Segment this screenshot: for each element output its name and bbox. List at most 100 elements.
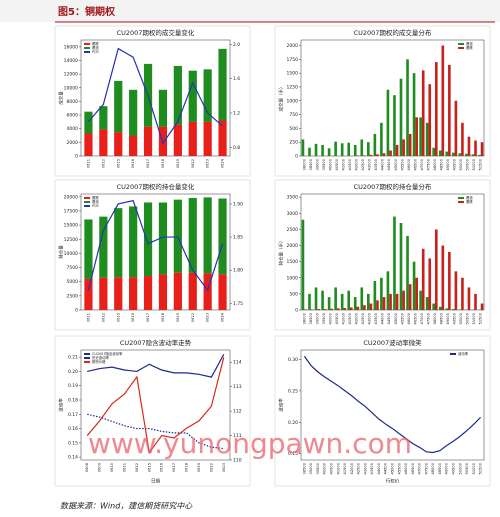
bar bbox=[465, 153, 468, 156]
bar bbox=[408, 133, 412, 156]
bar bbox=[334, 141, 337, 156]
bar bbox=[327, 297, 331, 310]
chart-title: CU2007隐含波动率走势 bbox=[120, 338, 192, 347]
y-tick-label: 0.21 bbox=[68, 355, 78, 361]
y-tick-label: 0.17 bbox=[68, 412, 78, 418]
legend-swatch bbox=[458, 197, 464, 199]
bar bbox=[380, 122, 383, 156]
bar bbox=[432, 147, 435, 156]
y-tick-label: 2500 bbox=[67, 293, 79, 299]
bar bbox=[428, 258, 432, 310]
y-tick-label: 500 bbox=[289, 126, 298, 132]
x-tick-label: 41500 bbox=[348, 312, 352, 324]
y-tick-label: 0.20 bbox=[68, 369, 78, 375]
source-note: 数据来源：Wind，建信期货研究中心 bbox=[60, 502, 193, 511]
x-tick-label: 51000 bbox=[472, 312, 476, 324]
y2-tick-label: 1.75 bbox=[233, 301, 243, 307]
x-tick-label: 48500 bbox=[440, 312, 444, 324]
x-tick-label: 0612 bbox=[101, 313, 105, 322]
bar bbox=[143, 126, 153, 156]
bar bbox=[438, 150, 442, 156]
series-line bbox=[87, 199, 224, 292]
x-tick-label: 47500 bbox=[426, 312, 430, 324]
bar bbox=[412, 261, 416, 310]
legend-swatch bbox=[84, 43, 90, 45]
y-tick-label: 0 bbox=[75, 154, 78, 160]
x-tick-label: 0615 bbox=[116, 313, 120, 322]
legend-swatch bbox=[84, 201, 90, 203]
bar bbox=[428, 84, 432, 156]
bar bbox=[347, 142, 351, 156]
bar bbox=[445, 308, 449, 310]
legend-label: 看涨 bbox=[92, 45, 99, 50]
legend-label: 看跌 bbox=[466, 45, 473, 50]
bar bbox=[321, 144, 324, 156]
x-tick-label: 41000 bbox=[341, 158, 345, 170]
bar bbox=[480, 142, 484, 156]
bar bbox=[421, 70, 425, 156]
y-tick-label: 500 bbox=[289, 291, 298, 297]
bar bbox=[360, 287, 364, 310]
x-tick-label: 0616 bbox=[131, 158, 135, 168]
bar bbox=[114, 277, 123, 310]
y2-tick-label: 111 bbox=[233, 433, 242, 439]
bar bbox=[448, 64, 451, 156]
bar bbox=[441, 245, 445, 310]
bar bbox=[99, 277, 108, 310]
x-tick-label: 40500 bbox=[335, 158, 339, 170]
y-tick-label: 17500 bbox=[64, 208, 78, 214]
bar bbox=[458, 153, 462, 156]
y-tick-label: 8000 bbox=[67, 99, 79, 105]
y-tick-label: 0.30 bbox=[288, 357, 298, 363]
bar bbox=[340, 143, 344, 156]
x-tick-label: 50500 bbox=[465, 462, 469, 474]
chart-title: CU2007期权的成交量变化 bbox=[117, 28, 195, 37]
bar bbox=[353, 297, 357, 310]
x-tick-label: 40500 bbox=[330, 462, 334, 474]
x-tick-label: 0615 bbox=[116, 159, 120, 168]
x-tick-label: 0618 bbox=[161, 312, 165, 322]
x-tick-label: 44500 bbox=[384, 462, 388, 474]
x-tick-label: 48000 bbox=[431, 462, 435, 474]
legend-label: 看涨 bbox=[466, 195, 473, 200]
bar bbox=[386, 89, 390, 156]
bar bbox=[203, 69, 212, 122]
legend-label: CU2007隐含波动率 bbox=[92, 351, 123, 356]
bar bbox=[474, 140, 477, 156]
y-tick-label: 2000 bbox=[287, 43, 299, 49]
bar bbox=[356, 155, 360, 156]
y2-tick-label: 112 bbox=[233, 409, 242, 415]
x-tick-label: 40000 bbox=[323, 462, 327, 474]
y-tick-label: 0 bbox=[75, 308, 78, 314]
bar bbox=[347, 290, 351, 310]
x-tick-label: 44500 bbox=[387, 158, 391, 170]
y-tick-label: 250 bbox=[289, 140, 298, 146]
x-tick-label: 0611 bbox=[122, 463, 126, 472]
y-tick-label: 0 bbox=[295, 308, 298, 314]
x-tick-label: 0619 bbox=[176, 158, 180, 168]
x-tick-label: 38500 bbox=[309, 158, 313, 170]
legend-label: 看跌 bbox=[92, 41, 99, 46]
legend-label: 看涨 bbox=[466, 41, 473, 46]
bar bbox=[330, 308, 334, 310]
y-tick-label: 4000 bbox=[67, 126, 79, 132]
x-tick-label: 42000 bbox=[355, 158, 359, 170]
bar bbox=[314, 143, 318, 156]
bar bbox=[448, 252, 451, 310]
bar bbox=[395, 293, 399, 310]
x-tick-label: 38500 bbox=[309, 312, 313, 324]
bar bbox=[445, 151, 449, 156]
bar bbox=[188, 70, 197, 122]
bar bbox=[451, 152, 455, 156]
x-tick-label: 0622 bbox=[191, 313, 195, 322]
x-tick-label: 45000 bbox=[391, 462, 395, 474]
bar bbox=[402, 139, 405, 156]
y-tick-label: 0.18 bbox=[68, 398, 78, 404]
bar bbox=[393, 216, 396, 310]
y-tick-label: 1000 bbox=[287, 275, 299, 281]
bar bbox=[188, 197, 197, 273]
x-tick-label: 0617 bbox=[146, 313, 150, 322]
bar bbox=[360, 139, 364, 156]
bar bbox=[474, 293, 477, 310]
